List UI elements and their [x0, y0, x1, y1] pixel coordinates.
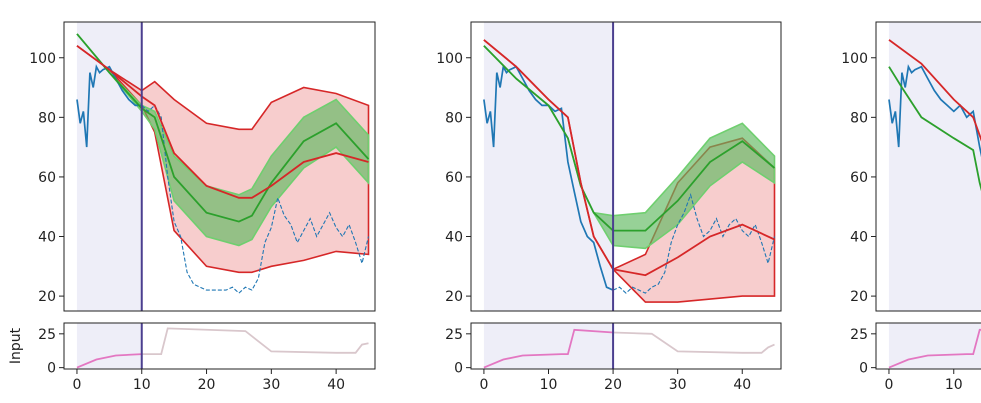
- x-tick-label: 30: [262, 377, 280, 393]
- red-model-mean-line: [76, 45, 369, 199]
- main-axes-frame: [875, 21, 981, 312]
- input-plot-area: [888, 323, 981, 369]
- main-plot-area: [76, 22, 370, 311]
- x-tick-label: 10: [540, 377, 558, 393]
- x-tick-label: 40: [733, 377, 751, 393]
- y-tick-label: 60: [850, 170, 868, 186]
- observed-history-line: [483, 64, 614, 291]
- x-tick-label: 20: [198, 377, 216, 393]
- y-tick-label: 100: [29, 51, 56, 67]
- y-tick-label: 20: [850, 289, 868, 305]
- y-tick-label: 100: [841, 51, 868, 67]
- main-plot-area: [888, 22, 981, 311]
- x-tick-label: 30: [669, 377, 687, 393]
- y-tick-label: 20: [445, 289, 463, 305]
- input-y-tick-label: 0: [454, 361, 463, 377]
- input-y-tick-label: 25: [850, 327, 868, 343]
- history-shading: [888, 22, 981, 311]
- y-tick-label: 40: [850, 230, 868, 246]
- x-tick-label: 40: [327, 377, 345, 393]
- input-history-shading: [76, 323, 142, 369]
- observed-future-dashed-line: [141, 104, 370, 294]
- observed-history-line: [76, 64, 142, 148]
- y-tick-label: 80: [850, 110, 868, 126]
- main-plot-area: [483, 22, 776, 311]
- red-model-mean-line: [483, 39, 775, 277]
- y-tick-label: 100: [436, 51, 463, 67]
- y-tick-label: 60: [38, 170, 56, 186]
- input-axes-frame: [470, 322, 782, 370]
- input-future-line: [141, 327, 369, 355]
- observed-history-line: [888, 64, 981, 158]
- input-plot-area: [76, 323, 369, 369]
- y-tick-label: 40: [38, 230, 56, 246]
- panel-middle: 20 40 60 80 100 0 25 0 10 20 30 40: [436, 21, 782, 393]
- x-tick-label: 0: [884, 377, 893, 393]
- input-y-tick-label: 0: [859, 361, 868, 377]
- input-y-tick-label: 25: [445, 327, 463, 343]
- y-tick-label: 20: [38, 289, 56, 305]
- y-tick-label: 80: [38, 110, 56, 126]
- red-model-mean-line: [888, 39, 981, 142]
- y-tick-label: 80: [445, 110, 463, 126]
- panel-right: 20 40 60 80 100 0 25 0 10: [841, 21, 981, 393]
- input-y-tick-label: 0: [47, 361, 56, 377]
- input-y-tick-label: 25: [38, 327, 56, 343]
- panel-left: 20 40 60 80 100 0 25 0 10 20 30 40 Input: [8, 21, 376, 393]
- x-tick-label: 20: [604, 377, 622, 393]
- x-tick-label: 0: [72, 377, 81, 393]
- y-tick-label: 60: [445, 170, 463, 186]
- input-past-line: [76, 353, 142, 369]
- input-axes-frame: [63, 322, 376, 370]
- x-tick-label: 0: [479, 377, 488, 393]
- green-model-mean-line: [483, 45, 776, 232]
- main-axes-frame: [470, 21, 782, 312]
- input-axes-frame: [875, 322, 981, 370]
- green-model-mean-line: [888, 66, 981, 192]
- input-future-line: [613, 331, 775, 354]
- input-past-line: [888, 328, 981, 369]
- input-past-line: [483, 328, 614, 369]
- x-tick-label: 10: [133, 377, 151, 393]
- x-tick-label: 10: [945, 377, 963, 393]
- input-history-shading: [483, 323, 614, 369]
- main-axes-frame: [63, 21, 376, 312]
- input-y-axis-label: Input: [8, 327, 24, 364]
- y-tick-label: 40: [445, 230, 463, 246]
- input-plot-area: [483, 323, 775, 369]
- green-model-mean-line: [76, 33, 370, 223]
- observed-future-dashed-line: [612, 192, 776, 294]
- history-shading: [76, 22, 142, 311]
